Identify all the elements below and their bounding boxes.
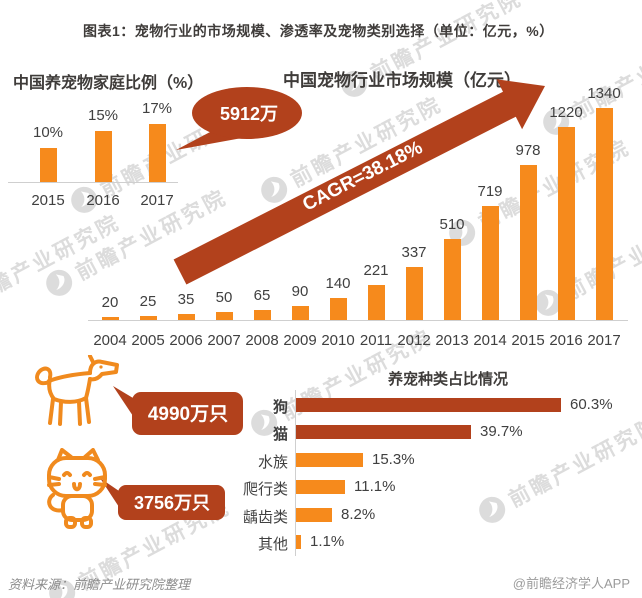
families-bubble-tail [176, 131, 242, 150]
category-label: 猫 [272, 426, 288, 443]
value-label: 35 [177, 291, 195, 309]
bar-爬行类 [296, 480, 345, 494]
bar-水族 [296, 453, 363, 467]
page-title: 图表1：宠物行业的市场规模、渗透率及宠物类别选择（单位：亿元，%） [83, 23, 554, 39]
year-label: 2010 [321, 332, 355, 349]
year-label: 2015 [31, 192, 65, 209]
percent-label: 39.7% [480, 423, 523, 440]
percent-label: 11.1% [354, 478, 396, 495]
year-label: 2013 [435, 332, 469, 349]
families-bubble-label: 5912万 [220, 104, 278, 124]
bar-2008 [253, 309, 271, 320]
cat-icon [47, 448, 107, 529]
bar-2011 [367, 285, 385, 320]
value-label: 337 [401, 243, 427, 261]
percent-label: 8.2% [341, 506, 376, 523]
category-label: 爬行类 [242, 481, 288, 498]
year-label: 2016 [86, 192, 120, 209]
bar-2004 [101, 316, 119, 320]
year-label: 2011 [359, 332, 393, 349]
watermark-logo-icon [261, 176, 288, 203]
value-label: 20 [101, 293, 119, 311]
year-label: 2016 [549, 332, 583, 349]
bar-狗 [296, 398, 561, 412]
bar-其他 [296, 535, 301, 549]
bar-2006 [177, 314, 195, 320]
bar-猫 [296, 425, 471, 439]
market-chart-title: 中国宠物行业市场规模（亿元） [283, 71, 521, 90]
watermark-logo-icon [479, 496, 506, 523]
value-label: 10% [32, 124, 64, 141]
bar-2016 [94, 131, 112, 182]
credit-note: @前瞻经济学人APP [512, 576, 630, 591]
value-label: 50 [215, 289, 233, 307]
pet-type-chart-axis [295, 390, 296, 556]
bar-2005 [139, 316, 157, 320]
watermark: 前瞻产业研究院 [529, 201, 642, 322]
cagr-label: CAGR=38.18% [299, 137, 426, 215]
category-label: 水族 [257, 454, 288, 471]
year-label: 2005 [131, 332, 165, 349]
value-label: 221 [363, 262, 389, 280]
year-label: 2008 [245, 332, 279, 349]
bar-2012 [405, 266, 423, 320]
bar-2015 [39, 148, 57, 182]
bar-2013 [443, 239, 461, 320]
category-label: 狗 [272, 399, 288, 416]
year-label: 2012 [397, 332, 431, 349]
value-label: 719 [477, 183, 503, 201]
percent-label: 1.1% [310, 533, 345, 550]
year-label: 2006 [169, 332, 203, 349]
watermark-text: 前瞻产业研究院 [287, 92, 447, 192]
year-label: 2004 [93, 332, 127, 349]
watermark-text: 前瞻产业研究院 [505, 412, 642, 512]
value-label: 25 [139, 293, 157, 311]
family-chart-axis [8, 182, 178, 183]
bar-2017 [595, 108, 613, 320]
percent-label: 60.3% [570, 396, 613, 413]
year-label: 2014 [473, 332, 507, 349]
year-label: 2017 [140, 192, 174, 209]
bar-2017 [148, 124, 166, 182]
dog-icon [35, 355, 119, 426]
value-label: 510 [439, 216, 465, 234]
value-label: 978 [515, 142, 541, 160]
watermark-logo-icon [46, 269, 73, 296]
value-label: 65 [253, 286, 271, 304]
family-chart-title: 中国养宠物家庭比例（%） [13, 75, 204, 92]
families-bubble [192, 87, 302, 139]
year-label: 2017 [587, 332, 621, 349]
watermark: 前瞻产业研究院 [255, 88, 447, 209]
bar-2010 [329, 297, 347, 320]
bar-2009 [291, 305, 309, 320]
percent-label: 15.3% [372, 451, 415, 468]
pet-type-chart-title: 养宠种类占比情况 [387, 371, 508, 388]
year-label: 2015 [511, 332, 545, 349]
market-chart-axis [88, 320, 628, 321]
bar-龋齿类 [296, 508, 332, 522]
bar-2016 [557, 126, 575, 320]
source-note: 资料来源：前瞻产业研究院整理 [8, 577, 191, 592]
value-label: 17% [141, 100, 173, 117]
bar-2015 [519, 165, 537, 320]
bar-2014 [481, 206, 499, 320]
value-label: 1220 [549, 103, 583, 121]
value-label: 90 [291, 282, 309, 300]
bar-2007 [215, 312, 233, 320]
category-label: 其他 [257, 536, 288, 553]
year-label: 2009 [283, 332, 317, 349]
value-label: 1340 [587, 85, 621, 102]
year-label: 2007 [207, 332, 241, 349]
value-label: 15% [87, 107, 119, 124]
cat-bubble-label: 3756万只 [134, 493, 210, 513]
category-label: 龋齿类 [242, 509, 288, 526]
